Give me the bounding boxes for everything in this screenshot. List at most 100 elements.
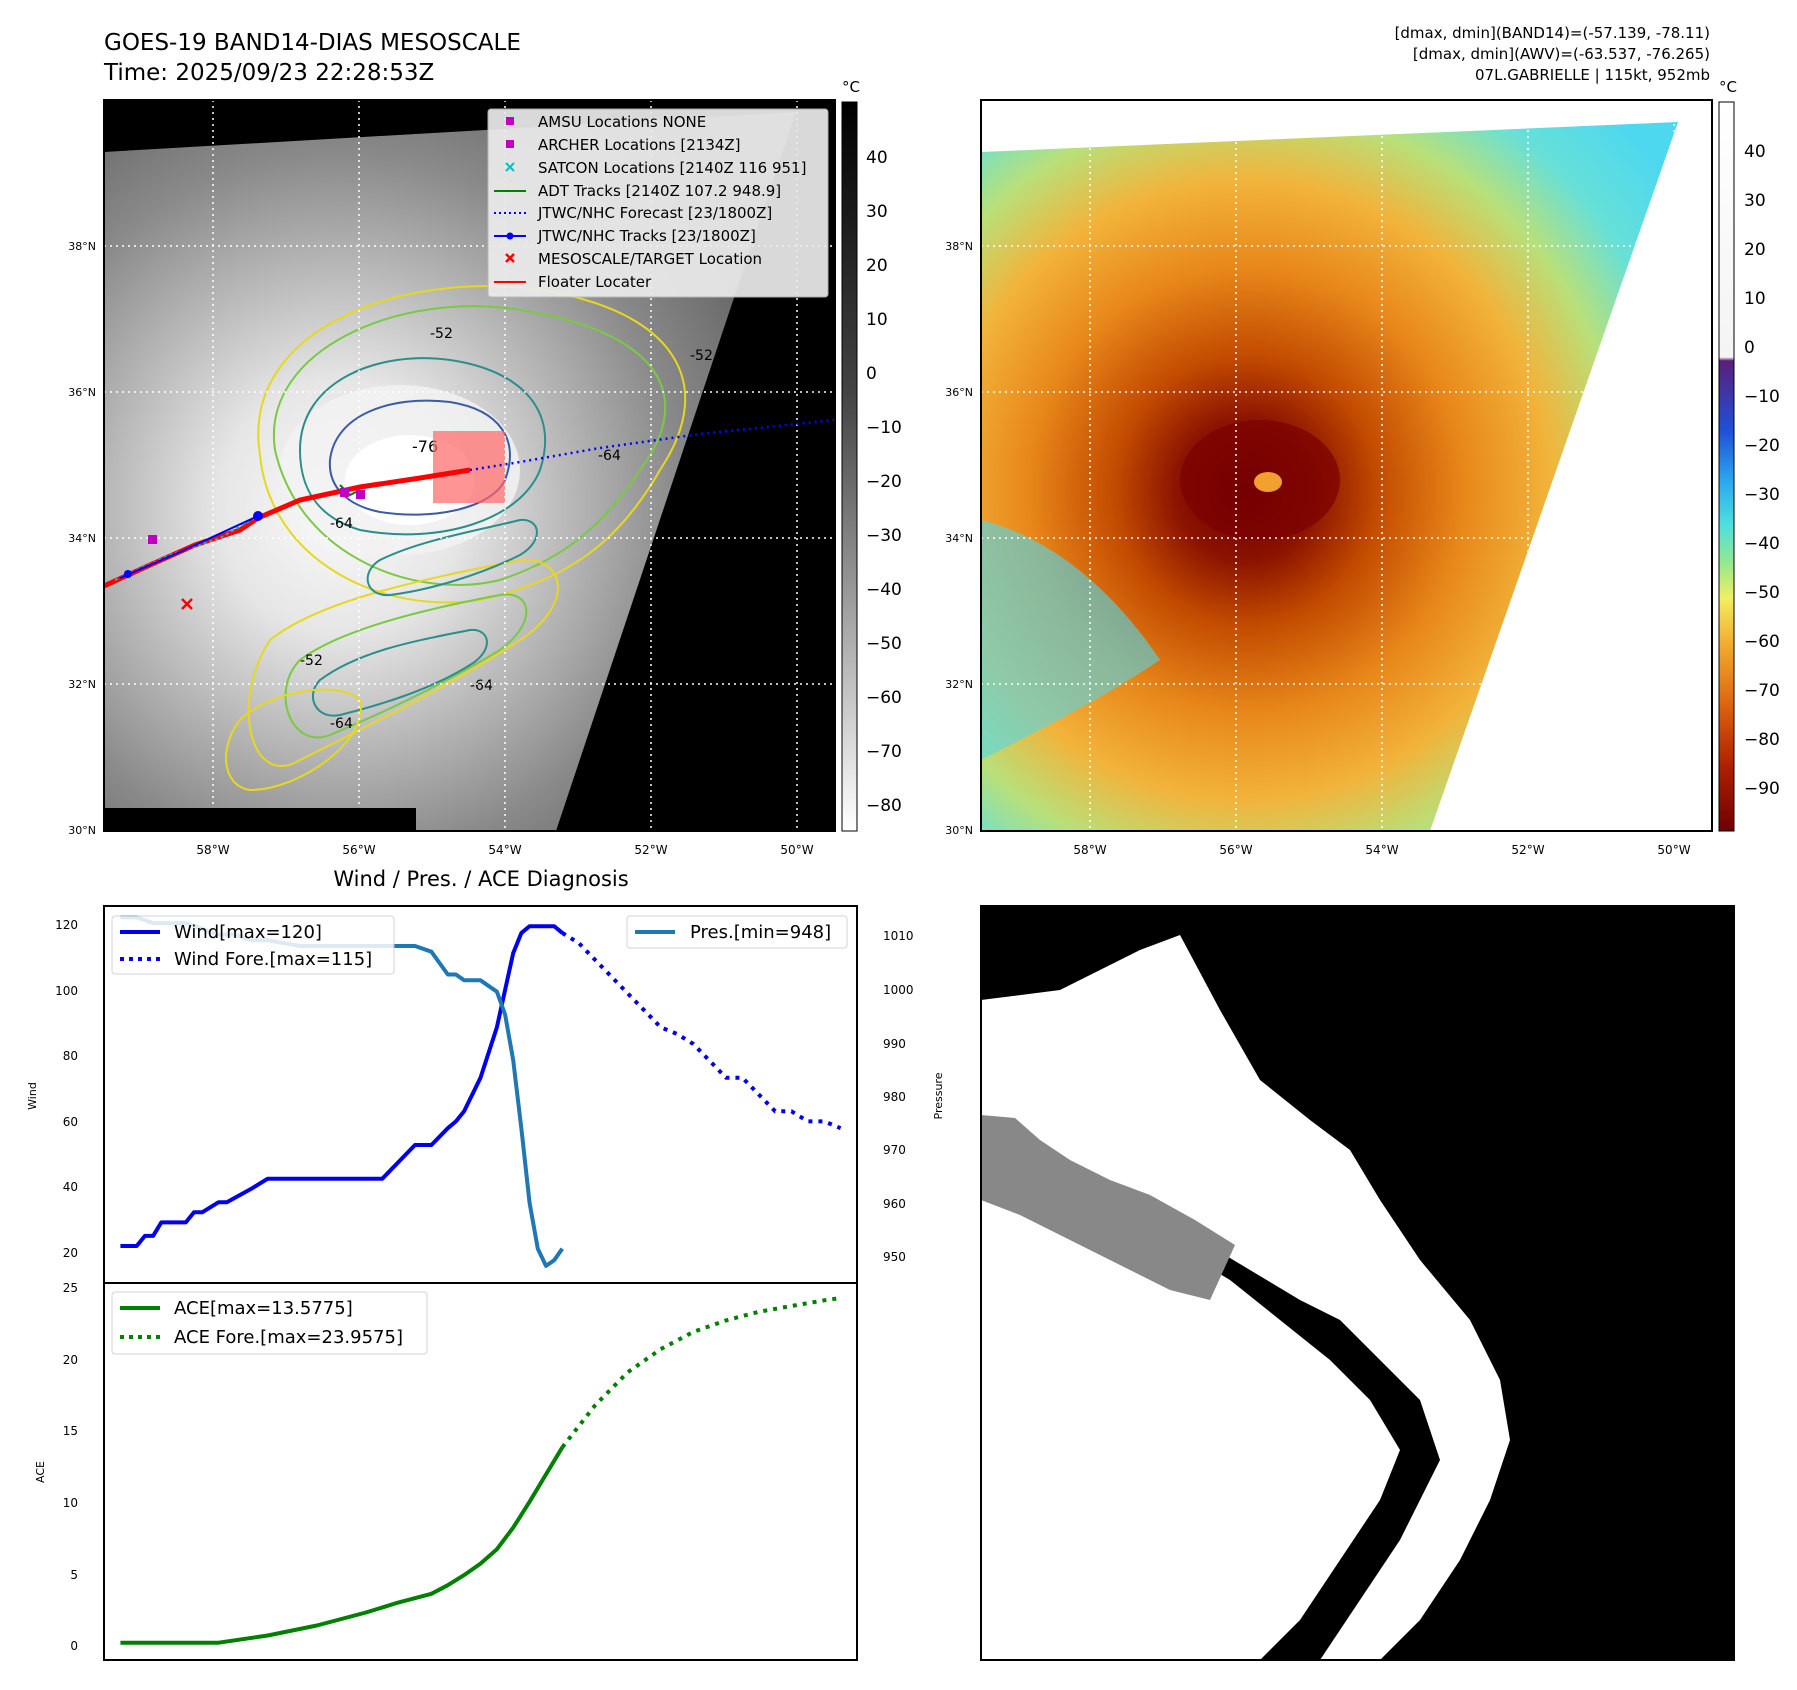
legend-wind-fore: Wind Fore.[max=115] — [174, 949, 372, 970]
svg-text:40: 40 — [1744, 142, 1766, 162]
map-legend: AMSU Locations NONE ARCHER Locations [21… — [487, 108, 829, 298]
pressure-y-ticks: 1010 1000 990 980 970 960 950 — [883, 929, 914, 1264]
svg-text:−80: −80 — [1744, 730, 1780, 750]
svg-text:−10: −10 — [866, 418, 902, 438]
svg-text:56°W: 56°W — [1219, 843, 1252, 857]
ir-lat-labels: 38°N 36°N 34°N 32°N 30°N — [68, 240, 96, 837]
svg-text:20: 20 — [63, 1353, 78, 1367]
svg-text:52°W: 52°W — [1511, 843, 1544, 857]
figure-time: Time: 2025/09/23 22:28:53Z — [103, 60, 434, 86]
ace-plot — [120, 1296, 841, 1645]
legend-item-target: MESOSCALE/TARGET Location — [538, 250, 762, 268]
awv-colorbar-unit: °C — [1719, 78, 1737, 96]
awv-map-panel — [981, 100, 1712, 831]
svg-text:30°N: 30°N — [945, 824, 973, 837]
svg-text:10: 10 — [1744, 289, 1766, 309]
svg-text:100: 100 — [55, 984, 78, 998]
svg-text:54°W: 54°W — [1365, 843, 1398, 857]
svg-text:−10: −10 — [1744, 387, 1780, 407]
legend-item-archer: ARCHER Locations [2134Z] — [538, 136, 741, 154]
archer-legend-icon — [506, 140, 514, 148]
ace-ylabel: ACE — [34, 1461, 47, 1483]
svg-text:40: 40 — [866, 148, 888, 168]
svg-text:20: 20 — [63, 1246, 78, 1260]
svg-text:−90: −90 — [1744, 779, 1780, 799]
svg-text:50°W: 50°W — [1657, 843, 1690, 857]
jtwc-track — [119, 515, 259, 579]
svg-text:120: 120 — [55, 918, 78, 932]
awv-lon-labels: 58°W 56°W 54°W 52°W 50°W — [1073, 843, 1690, 857]
legend-item-satcon: SATCON Locations [2140Z 116 951] — [538, 159, 806, 177]
storm-info: 07L.GABRIELLE | 115kt, 952mb — [1475, 66, 1710, 84]
svg-text:5: 5 — [70, 1568, 78, 1582]
legend-ace-fore: ACE Fore.[max=23.9575] — [174, 1327, 403, 1348]
jtwc-track-point — [124, 570, 132, 578]
svg-text:34°N: 34°N — [945, 532, 973, 545]
amsu-legend-icon — [506, 117, 514, 125]
archer-marker — [356, 490, 365, 499]
svg-text:30: 30 — [866, 202, 888, 222]
ir-map-frame — [103, 99, 836, 832]
copyright-box — [104, 808, 416, 831]
svg-text:−30: −30 — [1744, 485, 1780, 505]
legend-item-floater: Floater Locater — [538, 273, 652, 291]
svg-text:0: 0 — [866, 364, 877, 384]
contour-label: -64 — [470, 678, 493, 694]
pressure-ylabel: Pressure — [932, 1072, 945, 1119]
legend-item-amsu: AMSU Locations NONE — [538, 113, 706, 131]
svg-text:−70: −70 — [866, 742, 902, 762]
svg-text:−60: −60 — [1744, 632, 1780, 652]
svg-text:50°W: 50°W — [780, 843, 813, 857]
dmax-band14: [dmax, dmin](BAND14)=(-57.139, -78.11) — [1395, 24, 1710, 42]
svg-text:58°W: 58°W — [1073, 843, 1106, 857]
svg-text:1010: 1010 — [883, 929, 914, 943]
svg-text:25: 25 — [63, 1281, 78, 1295]
contour-label: -64 — [330, 716, 353, 732]
legend-item-forecast: JTWC/NHC Forecast [23/1800Z] — [537, 204, 772, 222]
svg-text:56°W: 56°W — [342, 843, 375, 857]
awv-colorbar-ticks: 40 30 20 10 0 −10 −20 −30 −40 −50 −60 −7… — [1744, 142, 1780, 799]
svg-text:0: 0 — [1744, 338, 1755, 358]
svg-text:−60: −60 — [866, 688, 902, 708]
ir-lon-labels: 58°W 56°W 54°W 52°W 50°W — [196, 843, 813, 857]
svg-text:30: 30 — [1744, 191, 1766, 211]
mesoscale-box — [433, 431, 505, 503]
legend-item-adt: ADT Tracks [2140Z 107.2 948.9] — [538, 182, 781, 200]
wmg-count: WMG Count: 0 — [1000, 923, 1161, 947]
jtwc-track-point — [253, 511, 263, 521]
figure-title: GOES-19 BAND14-DIAS MESOSCALE — [104, 30, 521, 56]
svg-text:−40: −40 — [1744, 534, 1780, 554]
svg-text:970: 970 — [883, 1143, 906, 1157]
ir-colorbar-unit: °C — [842, 78, 860, 96]
svg-text:15: 15 — [63, 1424, 78, 1438]
diagnosis-title: Wind / Pres. / ACE Diagnosis — [333, 867, 628, 891]
ace-series-line — [120, 1446, 565, 1645]
svg-text:20: 20 — [866, 256, 888, 276]
legend-item-tracks: JTWC/NHC Tracks [23/1800Z] — [537, 227, 756, 245]
svg-text:1000: 1000 — [883, 983, 914, 997]
contour-label: -52 — [430, 326, 453, 342]
svg-text:80: 80 — [63, 1049, 78, 1063]
archer-marker — [340, 488, 349, 497]
wind-forecast-series-line — [561, 931, 842, 1131]
svg-text:990: 990 — [883, 1037, 906, 1051]
pressure-legend: Pres.[min=948] — [626, 915, 848, 949]
contour-label: -52 — [300, 653, 323, 669]
legend-pres: Pres.[min=948] — [690, 922, 831, 943]
svg-text:−50: −50 — [866, 634, 902, 654]
wind-series-line — [120, 924, 564, 1248]
ir-colorbar: °C — [841, 78, 860, 832]
svg-text:−20: −20 — [1744, 436, 1780, 456]
mesoscale-target-marker — [181, 598, 193, 610]
svg-text:36°N: 36°N — [945, 386, 973, 399]
ace-legend: ACE[max=13.5775] ACE Fore.[max=23.9575] — [111, 1291, 428, 1355]
svg-text:20: 20 — [1744, 240, 1766, 260]
dmax-awv: [dmax, dmin](AWV)=(-63.537, -76.265) — [1413, 45, 1710, 63]
svg-text:10: 10 — [63, 1496, 78, 1510]
awv-colorbar: °C — [1718, 78, 1737, 832]
svg-text:950: 950 — [883, 1250, 906, 1264]
wind-y-ticks: 120 100 80 60 40 20 — [55, 918, 78, 1260]
svg-text:10: 10 — [866, 310, 888, 330]
awv-lat-labels: 38°N 36°N 34°N 32°N 30°N — [945, 240, 973, 837]
